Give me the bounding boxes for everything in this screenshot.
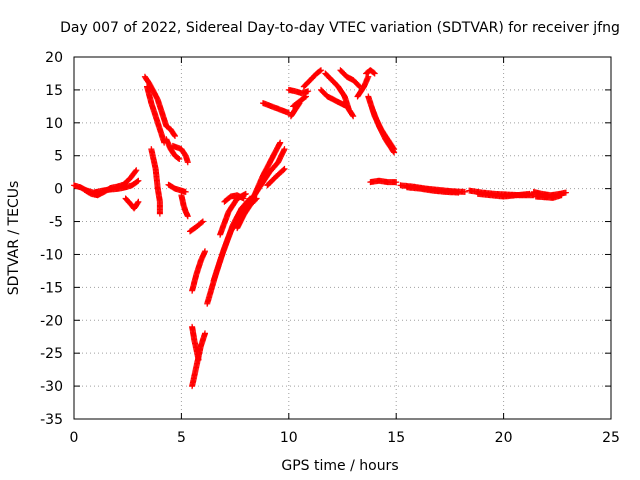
data-point [305, 88, 312, 95]
data-point [184, 159, 191, 166]
data-point [135, 198, 142, 205]
y-tick-label: 20 [45, 50, 63, 66]
data-point [390, 148, 397, 155]
y-tick-label: 15 [45, 83, 63, 99]
data-point [281, 146, 288, 153]
data-point [195, 356, 202, 363]
x-tick-label: 15 [387, 430, 405, 446]
data-point [132, 168, 139, 175]
data-points [71, 67, 569, 390]
data-point [393, 179, 400, 186]
x-tick-label: 25 [602, 430, 620, 446]
axis-ticks [73, 56, 612, 420]
data-point [526, 190, 533, 197]
grid-lines [74, 57, 611, 419]
data-point [202, 248, 208, 255]
data-point [455, 189, 462, 196]
x-tick-label: 5 [177, 430, 186, 446]
y-tick-label: -30 [40, 379, 63, 395]
y-tick-label: -5 [49, 215, 63, 231]
x-axis-label: GPS time / hours [281, 458, 398, 474]
data-point [281, 165, 288, 172]
data-point [391, 149, 398, 156]
data-point [303, 93, 309, 100]
y-tick-label: 10 [45, 116, 63, 132]
data-point [171, 132, 178, 138]
x-tick-label: 20 [495, 430, 513, 446]
data-point [280, 166, 287, 173]
data-point [176, 156, 183, 162]
data-point [242, 190, 249, 197]
data-point [133, 167, 140, 174]
data-point [182, 188, 189, 195]
data-point [317, 67, 324, 74]
data-point [558, 192, 565, 199]
data-point [240, 195, 247, 202]
data-point [370, 69, 377, 76]
data-point [134, 178, 141, 185]
data-point [461, 188, 468, 195]
x-tick-label: 10 [280, 430, 298, 446]
data-point [199, 219, 205, 226]
y-tick-label: -10 [40, 247, 63, 263]
data-point [318, 67, 324, 74]
y-tick-label: 0 [54, 182, 63, 198]
data-point [156, 210, 163, 217]
y-tick-label: -25 [40, 346, 63, 362]
y-tick-label: -15 [40, 280, 63, 296]
data-point [172, 133, 178, 139]
data-point [184, 213, 191, 220]
data-point [350, 113, 357, 120]
y-tick-label: 5 [54, 149, 63, 165]
x-tick-label: 0 [70, 430, 79, 446]
data-point [355, 82, 362, 89]
tick-labels: 0 5 10 15 20 25 20 15 10 5 0 -5 -10 -15 -20 -25 -30 -35 [40, 50, 620, 446]
data-point [135, 177, 142, 184]
chart-title: Day 007 of 2022, Sidereal Day-to-day VTE… [60, 20, 620, 36]
data-point [277, 139, 284, 146]
plot-frame [73, 56, 612, 420]
y-axis-label: SDTVAR / TECUs [6, 181, 22, 296]
data-point [202, 330, 208, 337]
data-point [199, 218, 206, 225]
y-tick-label: -35 [40, 412, 63, 428]
data-point [371, 70, 378, 77]
y-tick-label: -20 [40, 313, 63, 329]
data-point [562, 189, 569, 196]
